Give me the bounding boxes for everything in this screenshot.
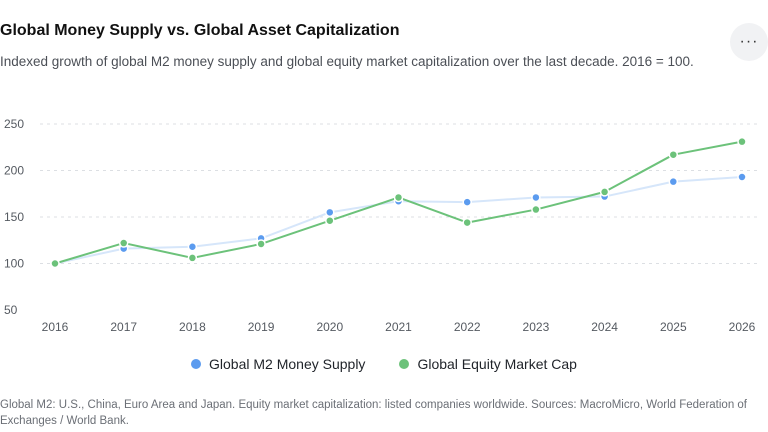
x-tick-label-2026: 2026	[729, 320, 756, 334]
line-chart: 50 100 150 200 250 2016 2017 2018 2019 2020 2021 20…	[4, 117, 760, 334]
x-tick-label-2023: 2023	[523, 320, 550, 334]
more-options-button[interactable]: ···	[730, 23, 768, 61]
legend-item-equity[interactable]: Global Equity Market Cap	[399, 356, 577, 372]
x-tick-label-2022: 2022	[454, 320, 481, 334]
legend-label-m2: Global M2 Money Supply	[209, 356, 366, 372]
data-point-s1-2026	[737, 136, 747, 147]
data-point-s1-2018	[187, 253, 198, 263]
source-footnote: Global M2: U.S., China, Euro Area and Ja…	[0, 399, 747, 427]
y-tick-label-50: 50	[4, 303, 18, 317]
legend-swatch-m2	[191, 359, 202, 369]
data-point-s1-2021	[393, 192, 404, 203]
data-point-s1-2025	[668, 149, 679, 160]
data-point-s0-2025	[668, 176, 679, 187]
x-tick-label-2025: 2025	[660, 320, 687, 334]
data-point-s0-2023	[531, 192, 541, 203]
ellipsis-icon: ···	[739, 33, 759, 50]
data-point-s1-2022	[462, 217, 472, 228]
x-tick-label-2020: 2020	[316, 320, 343, 334]
x-tick-label-2024: 2024	[591, 320, 618, 334]
chart-subtitle: Indexed growth of global M2 money supply…	[0, 54, 694, 69]
x-tick-label-2016: 2016	[42, 320, 69, 334]
y-tick-label-100: 100	[4, 257, 24, 271]
chart-title: Global Money Supply vs. Global Asset Cap…	[0, 22, 400, 39]
x-tick-label-2018: 2018	[179, 320, 206, 334]
data-point-s1-2016	[50, 258, 60, 269]
x-tick-label-2021: 2021	[385, 320, 412, 334]
y-tick-label-150: 150	[4, 210, 24, 224]
chart-legend: Global M2 Money Supply Global Equity Mar…	[0, 356, 768, 372]
data-point-s1-2017	[118, 238, 129, 248]
data-point-s1-2019	[256, 239, 266, 249]
legend-label-equity: Global Equity Market Cap	[417, 356, 577, 372]
legend-item-m2[interactable]: Global M2 Money Supply	[191, 356, 365, 372]
y-tick-label-250: 250	[4, 117, 24, 131]
data-point-s1-2020	[325, 215, 335, 226]
data-point-s0-2020	[325, 207, 335, 218]
x-tick-label-2017: 2017	[110, 320, 137, 334]
data-point-s0-2018	[187, 242, 198, 252]
x-tick-label-2019: 2019	[248, 320, 275, 334]
data-point-s0-2026	[737, 172, 747, 182]
data-point-s1-2023	[531, 204, 541, 215]
data-point-s0-2022	[462, 197, 472, 207]
y-tick-label-200: 200	[4, 164, 24, 178]
legend-swatch-equity	[399, 359, 410, 369]
data-point-s1-2024	[599, 187, 610, 197]
